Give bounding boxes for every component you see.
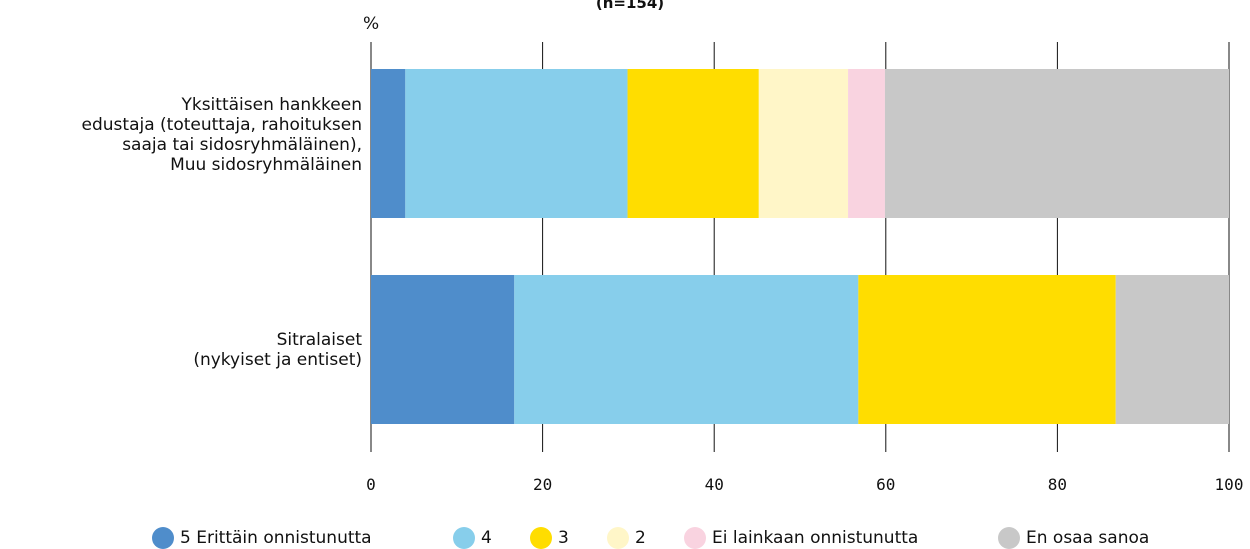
legend-swatch [998,527,1020,549]
bar-segment [371,69,406,218]
legend: 5 Erittäin onnistunutta 4 3 2 Ei lainkaa… [0,527,1250,549]
x-tick-label: 80 [1048,475,1067,494]
legend-swatch [684,527,706,549]
bar-segment [514,275,859,424]
legend-swatch [607,527,629,549]
legend-item: 2 [607,527,646,549]
legend-swatch [530,527,552,549]
legend-swatch [453,527,475,549]
bar-segment [884,69,1229,218]
legend-label: 2 [635,528,646,548]
x-tick-label: 40 [705,475,724,494]
bar-segment [848,69,885,218]
legend-item: Ei lainkaan onnistunutta [684,527,918,549]
legend-label: En osaa sanoa [1026,528,1150,548]
bar-segment [758,69,849,218]
legend-swatch [152,527,174,549]
x-tick-label: 60 [876,475,895,494]
bars [371,69,1229,424]
x-tick-label: 100 [1215,475,1244,494]
legend-label: 3 [558,528,569,548]
bar-segment [858,275,1116,424]
bar-segment [371,275,515,424]
legend-item: En osaa sanoa [998,527,1149,549]
axis-unit-label: % [363,14,380,34]
legend-label: 4 [481,528,492,548]
legend-label: Ei lainkaan onnistunutta [712,528,919,548]
legend-item: 4 [453,527,492,549]
bar-segment [405,69,628,218]
legend-item: 5 Erittäin onnistunutta [152,527,372,549]
x-tick-label: 20 [533,475,552,494]
x-axis-ticks: 0 20 40 60 80 100 [366,475,1243,494]
chart-subtitle: (n=154) [595,0,665,12]
legend-item: 3 [530,527,569,549]
category-label-hanke: Yksittäisen hankkeen edustaja (toteuttaj… [81,95,362,175]
bar-segment [1115,275,1229,424]
legend-label: 5 Erittäin onnistunutta [180,528,372,548]
bar-segment [627,69,759,218]
category-label-sitralaiset: Sitralaiset (nykyiset ja entiset) [193,330,362,370]
x-tick-label: 0 [366,475,376,494]
